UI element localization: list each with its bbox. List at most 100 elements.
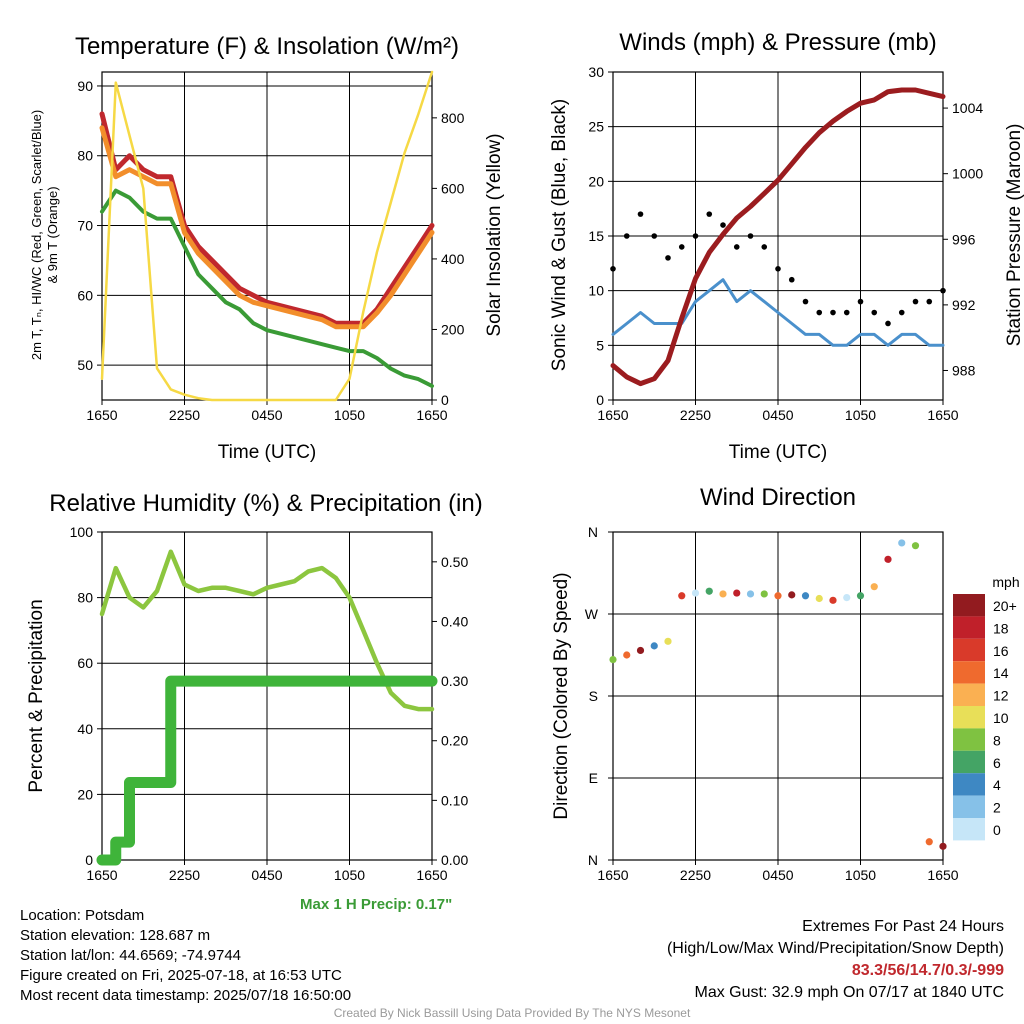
dir-legend-swatch (953, 818, 985, 841)
dir-point (733, 589, 741, 597)
dir-point (623, 651, 631, 659)
rh-y2tick-label: 0.40 (441, 613, 468, 629)
dir-point (788, 591, 796, 599)
wind-gust-point (637, 211, 644, 217)
dir-point (705, 587, 713, 595)
rh-ylabel-left: Percent & Precipitation (26, 599, 47, 792)
temp-xtick-label: 0450 (251, 407, 282, 423)
rh-ytick-label: 0 (85, 852, 93, 868)
wind-xtick-label: 1650 (927, 407, 958, 423)
extremes-values: 83.3/56/14.7/0.3/-999 (851, 962, 1004, 979)
dir-point (636, 646, 645, 655)
wind-ytick-label: 30 (588, 64, 604, 80)
wind-gust-point (665, 255, 671, 261)
dir-legend-swatch (953, 594, 985, 617)
wind-gust-point (788, 276, 795, 283)
max-hourly-precip-note: Max 1 H Precip: 0.17" (300, 896, 453, 913)
wind-gust-point (830, 309, 836, 316)
rh-xtick-label: 1650 (86, 867, 117, 883)
wind-gust-point (720, 222, 726, 228)
rh-xtick-label: 1650 (416, 867, 447, 883)
station-elevation: Station elevation: 128.687 m (20, 927, 211, 944)
extremes-block: Extremes For Past 24 Hours (High/Low/Max… (667, 916, 1004, 1004)
rh-ytick-label: 80 (77, 590, 93, 606)
dir-chart-title: Wind Direction (700, 484, 856, 511)
wind-series-pressure (610, 87, 946, 387)
temp-xlabel: Time (UTC) (218, 442, 317, 463)
dir-point (898, 539, 906, 547)
dir-point (939, 842, 947, 850)
temp-y2tick-label: 800 (441, 110, 465, 126)
wind-gust-point (857, 298, 864, 305)
wind-ytick-label: 5 (596, 337, 604, 353)
temp-xtick-label: 1050 (334, 407, 365, 423)
dir-legend-swatch (953, 638, 985, 662)
rh-ytick-label: 100 (70, 524, 94, 540)
dir-legend-swatch (953, 683, 985, 706)
dir-point (650, 642, 658, 650)
dir-legend-label: 8 (993, 732, 1001, 748)
wind-gust-point (747, 233, 754, 239)
dir-point (691, 589, 700, 597)
wind-ytick-label: 10 (588, 283, 604, 299)
wind-y2tick-label: 1000 (952, 166, 983, 182)
wind-gust-point (775, 266, 781, 272)
temp-ylabel-left-2: & 9m T (Orange) (45, 186, 60, 283)
rh-chart-title: Relative Humidity (%) & Precipitation (i… (49, 490, 482, 517)
rh-ytick-label: 40 (77, 721, 93, 737)
dir-xtick-label: 1050 (845, 867, 876, 883)
wind-gust-point (761, 244, 768, 250)
wind-gust-point (871, 309, 878, 316)
wind-gust-point (733, 244, 740, 250)
rh-xtick-label: 2250 (169, 867, 200, 883)
recent-timestamp: Most recent data timestamp: 2025/07/18 1… (20, 987, 352, 1004)
wind-ytick-label: 20 (588, 173, 604, 189)
temp-chart-title: Temperature (F) & Insolation (W/m²) (75, 33, 459, 60)
dir-xtick-label: 2250 (680, 867, 711, 883)
wind-gust-point (940, 287, 946, 294)
wind-y2tick-label: 988 (952, 362, 976, 378)
wind-gust-point (816, 309, 823, 316)
rh-series-precipitation (96, 675, 438, 866)
dir-legend-label: 0 (993, 822, 1001, 838)
dir-ytick-label: E (589, 770, 598, 786)
wind-gust-point (692, 233, 699, 239)
wind-gust-point (885, 320, 891, 327)
dir-ytick-label: W (585, 606, 599, 622)
station-location: Location: Potsdam (20, 907, 145, 924)
max-gust: Max Gust: 32.9 mph On 07/17 at 1840 UTC (694, 984, 1005, 1001)
temp-ytick-label: 80 (77, 148, 93, 164)
dir-legend-label: 20+ (993, 598, 1017, 614)
dir-point (856, 592, 865, 600)
dir-legend-swatch (953, 728, 985, 751)
dir-ytick-label: N (588, 524, 598, 540)
dir-legend-label: 14 (993, 665, 1009, 681)
wind-xtick-label: 1650 (597, 407, 628, 423)
wind-ytick-label: 0 (596, 392, 604, 408)
dir-point (870, 583, 878, 591)
rh-y2tick-label: 0.20 (441, 733, 468, 749)
rh-xtick-label: 1050 (334, 867, 365, 883)
temp-xtick-label: 1650 (86, 407, 117, 423)
extremes-subtitle: (High/Low/Max Wind/Precipitation/Snow De… (666, 940, 1004, 957)
dir-point (884, 555, 892, 563)
wind-xtick-label: 0450 (762, 407, 793, 423)
dir-point (911, 542, 920, 550)
rh-ytick-label: 60 (77, 655, 93, 671)
rh-y2tick-label: 0.00 (441, 852, 468, 868)
rh-ytick-label: 20 (77, 786, 93, 802)
wind-gust-point (898, 309, 905, 316)
dir-legend-swatch (953, 773, 985, 796)
temp-series-td (100, 188, 434, 388)
dir-xtick-label: 0450 (762, 867, 793, 883)
temp-series-insolation (100, 70, 434, 402)
rh-y2tick-label: 0.30 (441, 673, 468, 689)
dir-point (829, 596, 837, 604)
station-info: Location: Potsdam Station elevation: 128… (20, 906, 351, 1006)
credit-line: Created By Nick Bassill Using Data Provi… (333, 1006, 691, 1020)
dir-ylabel-left: Direction (Colored By Speed) (551, 572, 572, 819)
temp-y2tick-label: 200 (441, 321, 465, 337)
dir-point (815, 594, 823, 603)
wind-series-wind (611, 278, 945, 347)
